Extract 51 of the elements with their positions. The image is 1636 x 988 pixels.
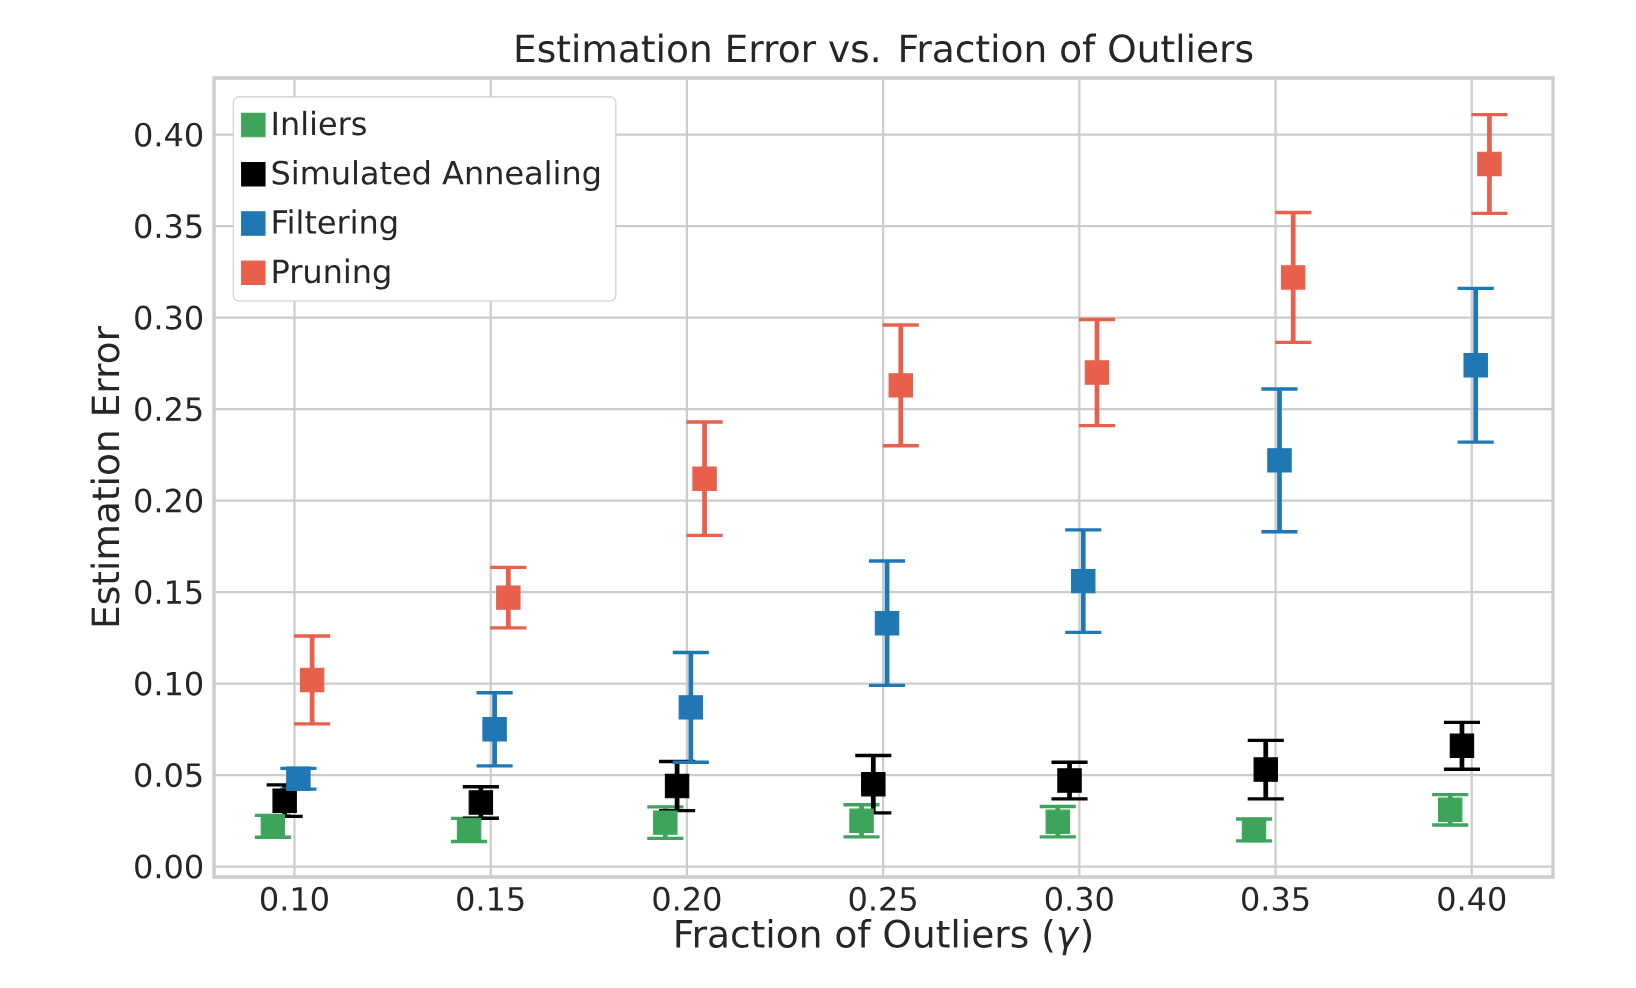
y-tick-label: 0.40 xyxy=(135,122,203,147)
legend-label: Pruning xyxy=(273,258,390,290)
x-tick-label: 0.15 xyxy=(457,886,524,911)
point xyxy=(1449,733,1475,759)
legend-label: Inliers xyxy=(273,110,366,136)
point xyxy=(849,808,874,834)
x-tick-label: 0.30 xyxy=(1045,886,1113,911)
point xyxy=(678,695,704,720)
x-axis-title: Fraction of Outliers (γ) xyxy=(676,918,1092,956)
y-tick-label: 0.35 xyxy=(135,214,202,239)
point xyxy=(1057,768,1082,793)
point xyxy=(874,610,900,636)
point xyxy=(272,788,297,813)
x-tick-label: 0.10 xyxy=(260,886,328,911)
point xyxy=(1045,809,1070,834)
point xyxy=(1267,448,1292,473)
point xyxy=(468,790,494,815)
point xyxy=(1253,757,1278,782)
x-tick-label: 0.20 xyxy=(653,886,721,911)
point xyxy=(1477,151,1502,177)
point xyxy=(1280,265,1306,290)
legend-label: Simulated Annealing xyxy=(272,160,600,191)
point xyxy=(861,772,886,797)
y-tick-label: 0.00 xyxy=(135,854,203,879)
y-tick-label: 0.15 xyxy=(135,580,202,605)
y-tick-label: 0.20 xyxy=(135,488,203,513)
point xyxy=(1437,797,1463,823)
y-tick-label: 0.05 xyxy=(135,763,202,788)
point xyxy=(692,466,717,491)
y-tick-label: 0.30 xyxy=(135,305,203,330)
x-tick-label: 0.40 xyxy=(1438,886,1506,911)
point xyxy=(1071,568,1096,594)
point xyxy=(1463,353,1488,378)
point xyxy=(260,814,286,839)
legend-label: Filtering xyxy=(273,209,397,241)
point xyxy=(496,585,521,610)
point xyxy=(1084,360,1110,385)
point xyxy=(888,373,914,398)
y-tick-label: 0.25 xyxy=(135,397,202,422)
point xyxy=(286,766,311,791)
x-tick-label: 0.25 xyxy=(849,886,916,911)
point xyxy=(653,810,678,835)
point xyxy=(1241,817,1267,843)
y-axis-title: Estimation Error xyxy=(90,325,120,626)
y-tick-label: 0.10 xyxy=(135,671,203,696)
x-tick-label: 0.35 xyxy=(1242,886,1309,911)
chart-title: Estimation Error vs. Fraction of Outliers xyxy=(516,33,1253,63)
point xyxy=(299,667,325,693)
point xyxy=(664,773,690,799)
point xyxy=(456,817,482,843)
point xyxy=(482,717,507,742)
